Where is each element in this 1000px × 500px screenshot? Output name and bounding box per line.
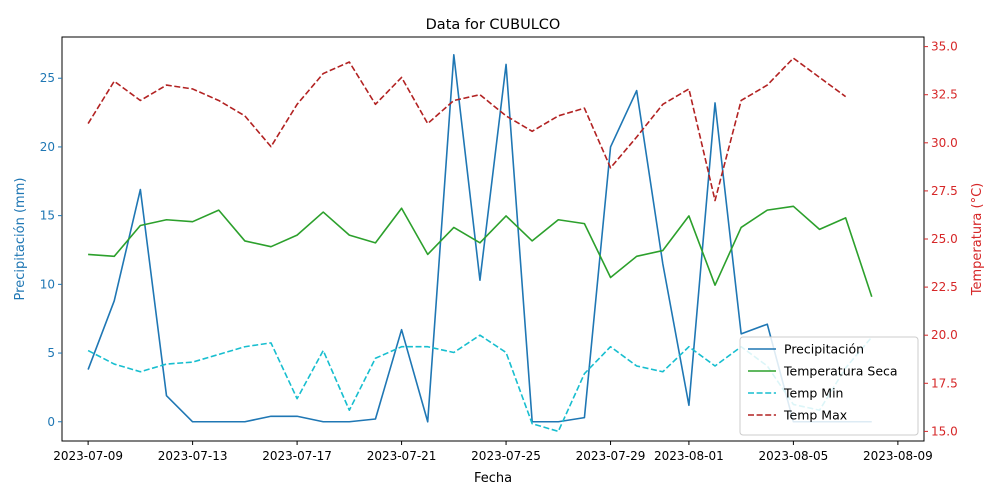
y-right-tick-label: 32.5: [931, 88, 958, 102]
legend-label: Precipitación: [784, 342, 864, 357]
legend-box: [739, 336, 919, 436]
x-tick-label: 2023-08-09: [863, 449, 933, 463]
y-axis-left-title: Precipitación (mm): [13, 178, 28, 301]
x-axis: 2023-07-09 2023-07-13 2023-07-17 2023-07-21…: [53, 441, 933, 463]
series-line-temp-max: [87, 57, 847, 202]
x-tick-label: 2023-07-21: [367, 449, 437, 463]
y-left-tick-label: 5: [47, 346, 55, 360]
y-left-tick-label: 15: [40, 209, 55, 223]
y-axis-left: 0 5 10 15 20 25: [40, 71, 62, 429]
y-left-tick-label: 10: [40, 277, 55, 291]
x-tick-label: 2023-07-17: [262, 449, 332, 463]
y-left-tick-label: 0: [47, 415, 55, 429]
x-tick-label: 2023-08-01: [654, 449, 724, 463]
legend-label: Temperatura Seca: [783, 364, 898, 379]
legend-label: Temp Min: [783, 386, 843, 401]
y-axis-right: 15.0 17.5 20.0 22.5 25.0 27.5 30.0 32.5 35.0: [924, 40, 958, 438]
legend-label: Temp Max: [783, 408, 847, 423]
y-right-tick-label: 30.0: [931, 136, 958, 150]
y-right-tick-label: 17.5: [931, 376, 958, 390]
x-tick-label: 2023-07-25: [471, 449, 541, 463]
y-right-tick-label: 27.5: [931, 184, 958, 198]
y-right-tick-label: 35.0: [931, 40, 958, 54]
chart-title: Data for CUBULCO: [426, 17, 561, 33]
y-left-tick-label: 25: [40, 71, 55, 85]
x-tick-label: 2023-07-13: [158, 449, 228, 463]
y-axis-right-title: Temperatura (°C): [970, 183, 985, 296]
x-axis-title: Fecha: [474, 471, 512, 486]
y-right-tick-label: 25.0: [931, 232, 958, 246]
y-left-tick-label: 20: [40, 140, 55, 154]
series-line-precipitacion: [87, 54, 872, 423]
x-tick-label: 2023-07-09: [53, 449, 123, 463]
y-right-tick-label: 15.0: [931, 424, 958, 438]
y-right-tick-label: 20.0: [931, 328, 958, 342]
x-tick-label: 2023-08-05: [759, 449, 829, 463]
y-right-tick-label: 22.5: [931, 280, 958, 294]
series-line-temperatura-seca: [88, 205, 873, 297]
x-tick-label: 2023-07-29: [576, 449, 646, 463]
legend: Precipitación Temperatura Seca Temp Min Tem…: [739, 336, 919, 436]
